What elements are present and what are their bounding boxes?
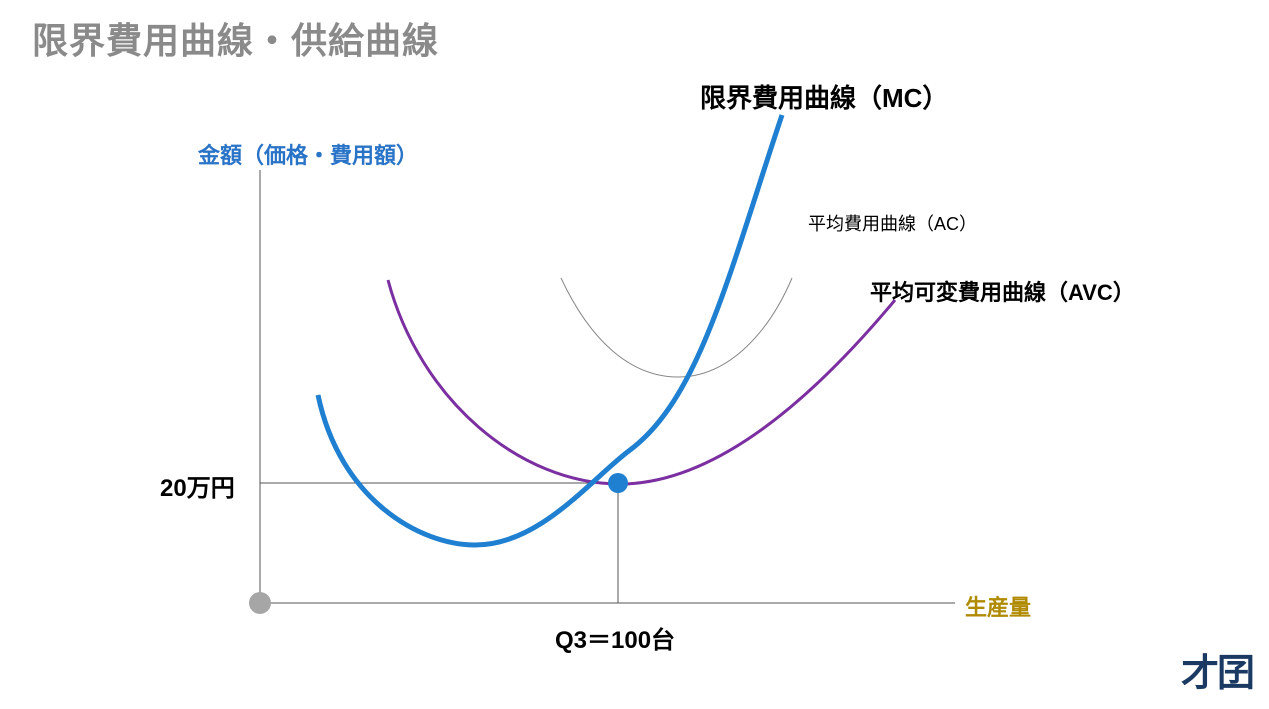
y-axis-label: 金額（価格・費用額） <box>198 138 418 170</box>
x-tick-label: Q3＝100台 <box>555 620 675 655</box>
intersection-dot <box>608 473 628 493</box>
mc-curve <box>318 115 782 545</box>
y-tick-label: 20万円 <box>160 468 235 503</box>
slide: 限界費用曲線・供給曲線 金額（価格・費用額） 生産量 20万円 Q3＝100台 … <box>0 0 1269 709</box>
avc-curve <box>388 280 895 484</box>
mc-label: 限界費用曲線（MC） <box>700 78 948 115</box>
avc-label: 平均可変費用曲線（AVC） <box>870 275 1135 307</box>
x-axis-label: 生産量 <box>965 590 1031 622</box>
origin-dot <box>249 592 271 614</box>
ac-label: 平均費用曲線（AC） <box>808 210 977 236</box>
chart-svg <box>0 0 1269 709</box>
brand-logo: 才囝 <box>1181 642 1253 697</box>
ac-curve <box>561 278 792 377</box>
